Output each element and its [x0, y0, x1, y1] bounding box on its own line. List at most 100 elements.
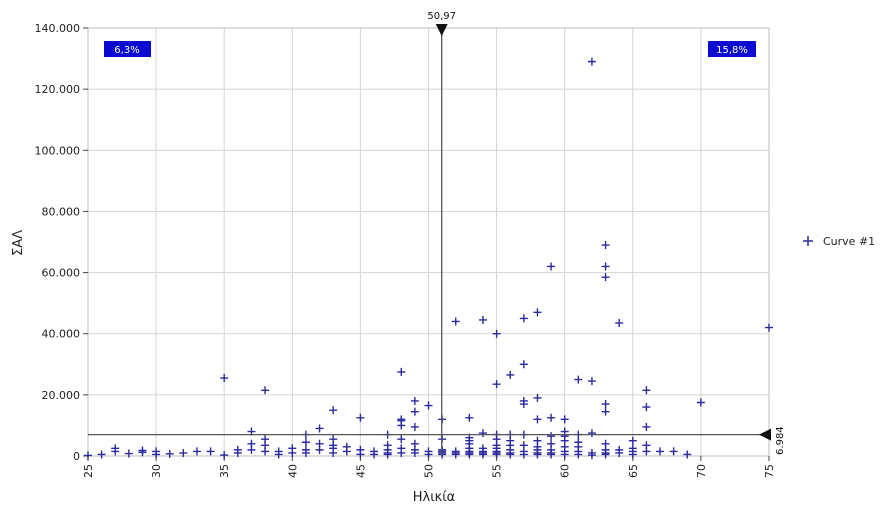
- data-point: [288, 448, 297, 457]
- data-point: [465, 413, 474, 422]
- data-point: [587, 451, 596, 460]
- data-point: [547, 432, 556, 441]
- data-point: [615, 319, 624, 328]
- data-point: [601, 262, 610, 271]
- legend-marker-plus-icon: [803, 236, 813, 246]
- data-point: [519, 314, 528, 323]
- data-point: [615, 448, 624, 457]
- data-point: [492, 329, 501, 338]
- y-tick-label: 20.000: [42, 389, 81, 402]
- data-point: [424, 450, 433, 459]
- data-point: [560, 415, 569, 424]
- data-point: [152, 447, 161, 456]
- data-point: [628, 450, 637, 459]
- data-point: [451, 450, 460, 459]
- data-point: [560, 450, 569, 459]
- data-point: [765, 323, 773, 332]
- data-point: [138, 446, 147, 455]
- quadrant-badge-top-left-bg: [104, 41, 151, 57]
- data-point: [424, 401, 433, 410]
- y-tick-label: 80.000: [42, 205, 81, 218]
- data-point: [669, 447, 678, 456]
- data-point: [410, 396, 419, 405]
- vertical-line-handle-icon[interactable]: [435, 24, 448, 36]
- data-point: [601, 450, 610, 459]
- data-point: [683, 450, 692, 459]
- x-tick-label: 55: [491, 464, 504, 478]
- data-point: [587, 429, 596, 438]
- data-point: [533, 393, 542, 402]
- quadrant-badge-top-left: 6,3%: [104, 41, 151, 57]
- y-axis-title: ΣΑΛ: [11, 230, 26, 256]
- data-point: [274, 450, 283, 459]
- data-point: [547, 413, 556, 422]
- data-point: [601, 273, 610, 282]
- data-point: [601, 241, 610, 250]
- data-point: [533, 308, 542, 317]
- x-axis-ticks: 25 30 35 40 45 50 55 60 65 70 75: [82, 456, 776, 478]
- data-point: [478, 450, 487, 459]
- data-point: [642, 386, 651, 395]
- data-point: [642, 422, 651, 431]
- quadrant-badge-top-right-bg: [708, 41, 756, 57]
- data-point: [519, 360, 528, 369]
- data-point: [587, 377, 596, 386]
- x-tick-label: 25: [82, 464, 95, 478]
- data-point: [370, 450, 379, 459]
- data-point: [383, 450, 392, 459]
- x-tick-label: 50: [423, 464, 436, 478]
- data-point: [397, 435, 406, 444]
- data-point: [519, 450, 528, 459]
- data-point: [547, 262, 556, 271]
- y-axis-ticks: 0 20.000 40.000 60.000 80.000 100.000 120.000 1…: [35, 22, 88, 463]
- legend-label-curve-1: Curve #1: [823, 235, 875, 248]
- data-point: [601, 407, 610, 416]
- y-tick-label: 100.000: [35, 144, 81, 157]
- y-tick-label: 140.000: [35, 22, 81, 35]
- x-tick-label: 40: [286, 464, 299, 478]
- data-point: [478, 315, 487, 324]
- x-tick-label: 70: [695, 464, 708, 478]
- data-point: [642, 447, 651, 456]
- data-point: [329, 406, 338, 415]
- data-point: [111, 444, 120, 453]
- x-tick-label: 65: [627, 464, 640, 478]
- data-point: [261, 386, 270, 395]
- x-tick-label: 75: [763, 464, 776, 478]
- data-point: [465, 450, 474, 459]
- data-point: [233, 445, 242, 454]
- data-point: [192, 447, 201, 456]
- data-point: [220, 451, 229, 460]
- quadrant-label-top-right: 15,8%: [716, 45, 748, 56]
- y-tick-label: 120.000: [35, 83, 81, 96]
- data-point: [261, 447, 270, 456]
- vertical-line-label: 50,97: [427, 11, 456, 22]
- data-point: [397, 448, 406, 457]
- data-point: [97, 450, 106, 459]
- data-point: [179, 448, 188, 457]
- data-point: [506, 370, 515, 379]
- data-point: [315, 424, 324, 433]
- data-point: [587, 57, 596, 66]
- data-point: [574, 375, 583, 384]
- data-point: [410, 407, 419, 416]
- data-point: [247, 445, 256, 454]
- data-point: [410, 422, 419, 431]
- data-point: [397, 421, 406, 430]
- x-tick-label: 35: [218, 464, 231, 478]
- data-point: [124, 449, 133, 458]
- y-tick-label: 40.000: [42, 328, 81, 341]
- quadrant-label-top-left: 6,3%: [114, 45, 139, 56]
- horizontal-line-handle-icon[interactable]: [759, 428, 771, 441]
- data-point: [656, 447, 665, 456]
- data-point: [315, 445, 324, 454]
- data-point: [356, 413, 365, 422]
- quadrant-badge-top-right: 15,8%: [708, 41, 756, 57]
- data-point: [220, 374, 229, 383]
- x-tick-label: 30: [150, 464, 163, 478]
- x-tick-label: 45: [354, 464, 367, 478]
- data-point: [696, 398, 705, 407]
- data-point: [165, 449, 174, 458]
- data-point: [478, 429, 487, 438]
